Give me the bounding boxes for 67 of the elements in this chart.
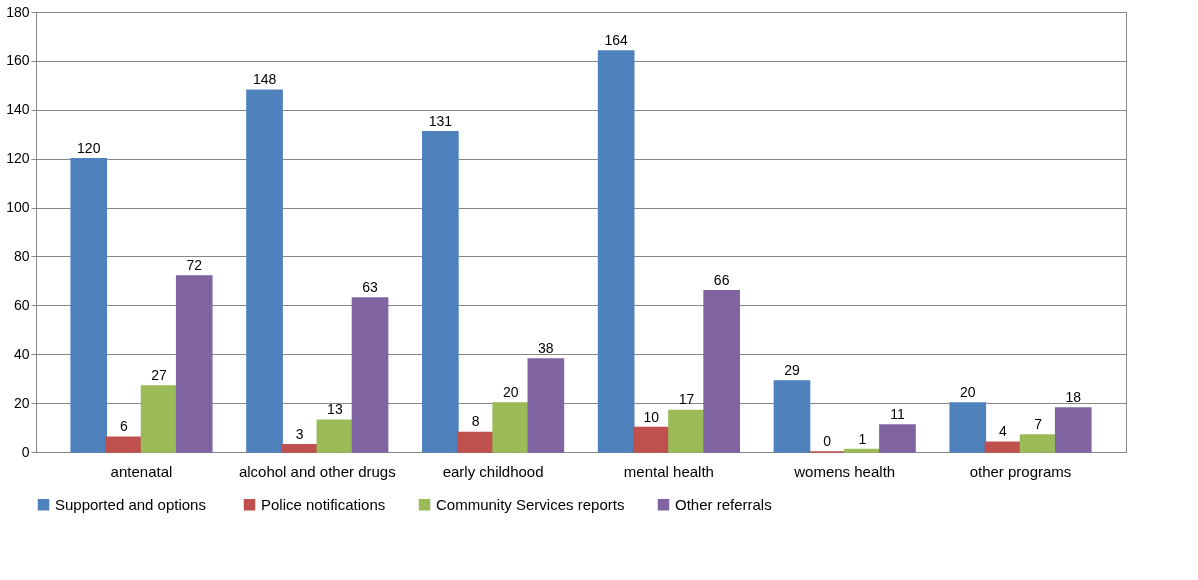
bar [140, 385, 178, 453]
bar [351, 297, 389, 453]
bar [703, 289, 740, 453]
data-label: 3 [295, 425, 304, 442]
y-tick-label: 60 [13, 296, 30, 313]
data-label: 66 [713, 271, 730, 288]
x-tick-label: alcohol and other drugs [238, 462, 396, 480]
bar [773, 380, 811, 453]
data-label: 38 [538, 340, 554, 357]
bar [281, 443, 319, 453]
data-label: 148 [252, 71, 277, 88]
bar [879, 424, 916, 453]
data-label: 18 [1065, 389, 1082, 405]
data-label: 164 [604, 32, 629, 49]
data-label: 27 [151, 367, 168, 383]
legend-label: Police notifications [261, 495, 386, 513]
x-tick-label: early childhood [442, 462, 544, 480]
bar [984, 441, 1022, 453]
data-label: 120 [77, 139, 101, 156]
bar [105, 436, 143, 453]
data-label: 11 [890, 406, 905, 423]
bar [246, 89, 283, 453]
bar [422, 131, 459, 453]
data-label: 20 [959, 384, 976, 401]
y-tick-label: 180 [6, 3, 30, 20]
bar [70, 157, 108, 453]
data-label: 63 [362, 279, 379, 295]
legend-label: Community Services reports [436, 495, 625, 513]
data-label: 8 [471, 413, 480, 430]
y-tick-label: 100 [6, 199, 30, 216]
bar [457, 431, 494, 453]
data-label: 131 [428, 112, 453, 129]
data-label: 72 [186, 257, 203, 273]
bar [668, 409, 705, 453]
y-tick-label: 120 [6, 150, 30, 167]
bar [175, 275, 213, 453]
data-label: 7 [1034, 415, 1043, 432]
data-label: 13 [327, 401, 343, 418]
data-label: 1 [858, 430, 867, 447]
y-tick-label: 80 [13, 247, 30, 264]
bar [597, 50, 635, 453]
data-label: 17 [678, 391, 695, 408]
data-label: 20 [502, 384, 519, 401]
bar [843, 448, 881, 453]
data-label: 29 [784, 362, 800, 379]
legend-label: Other referrals [675, 495, 772, 513]
y-tick-label: 0 [21, 443, 30, 460]
bar [632, 426, 670, 453]
x-tick-label: mental health [623, 462, 714, 480]
bar [492, 402, 530, 453]
bar [1054, 407, 1092, 453]
y-tick-label: 160 [6, 52, 30, 69]
data-label: 10 [643, 408, 660, 425]
data-label: 4 [999, 423, 1008, 440]
bar [949, 402, 987, 453]
bar [1019, 434, 1057, 453]
data-label: 6 [120, 418, 128, 435]
x-tick-label: womens health [793, 462, 896, 480]
legend-label: Supported and options [55, 495, 206, 513]
data-label: 0 [823, 433, 832, 449]
y-tick-label: 40 [13, 345, 30, 362]
y-tick-label: 140 [6, 101, 30, 118]
x-tick-label: other programs [969, 462, 1072, 480]
bar [316, 419, 354, 453]
y-tick-label: 20 [13, 394, 30, 411]
bar [527, 358, 565, 453]
x-tick-label: antenatal [110, 462, 173, 480]
